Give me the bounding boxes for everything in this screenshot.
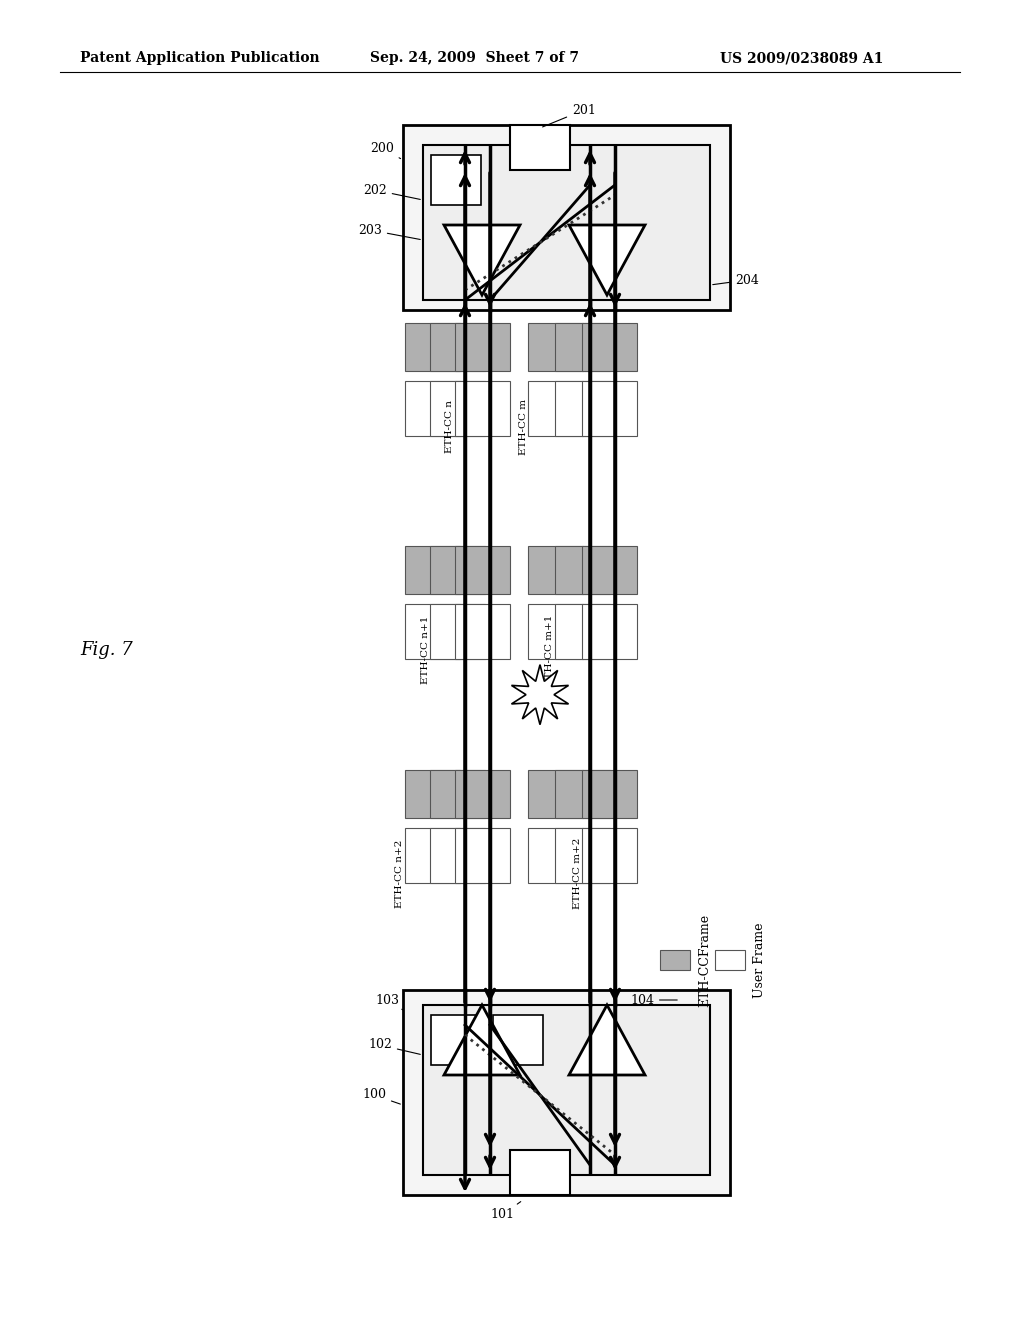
Bar	[430, 546, 485, 594]
Text: 204: 204	[713, 273, 759, 286]
Polygon shape	[569, 224, 645, 294]
Bar	[528, 381, 583, 436]
Bar	[455, 605, 510, 659]
Bar	[430, 828, 485, 883]
Text: User Frame: User Frame	[753, 923, 766, 998]
Bar	[528, 546, 583, 594]
Bar	[406, 828, 460, 883]
Bar	[555, 546, 610, 594]
Bar	[555, 323, 610, 371]
Polygon shape	[444, 1005, 520, 1074]
Bar	[406, 323, 460, 371]
Bar	[403, 125, 730, 310]
Bar	[582, 605, 637, 659]
Bar	[430, 770, 485, 817]
Bar	[555, 381, 610, 436]
Bar	[510, 1150, 570, 1195]
Text: 103: 103	[375, 994, 403, 1010]
Bar	[455, 828, 510, 883]
Bar	[528, 770, 583, 817]
Polygon shape	[511, 665, 568, 725]
Bar	[431, 154, 481, 205]
Text: ETH-CCFrame: ETH-CCFrame	[698, 913, 711, 1007]
Bar	[423, 145, 710, 300]
Bar	[528, 323, 583, 371]
Text: ETH-CC m+1: ETH-CC m+1	[546, 614, 555, 685]
Text: ETH-CC n: ETH-CC n	[445, 400, 455, 453]
Text: 200: 200	[370, 141, 400, 158]
Text: Fig. 7: Fig. 7	[80, 642, 133, 659]
Bar	[430, 381, 485, 436]
Bar	[582, 828, 637, 883]
Bar	[582, 770, 637, 817]
Bar	[455, 381, 510, 436]
Text: 101: 101	[490, 1201, 521, 1221]
Bar	[406, 770, 460, 817]
Text: ETH-CC n+1: ETH-CC n+1	[421, 616, 429, 684]
Bar	[528, 605, 583, 659]
Bar	[403, 990, 730, 1195]
Text: ETH-CC m+2: ETH-CC m+2	[572, 838, 582, 909]
Text: US 2009/0238089 A1: US 2009/0238089 A1	[720, 51, 884, 65]
Text: Patent Application Publication: Patent Application Publication	[80, 51, 319, 65]
Text: 202: 202	[362, 183, 420, 199]
Bar	[430, 605, 485, 659]
Text: ETH-CC n+2: ETH-CC n+2	[395, 840, 404, 908]
Bar	[582, 323, 637, 371]
Bar	[423, 1005, 710, 1175]
Text: ETH-CC m: ETH-CC m	[518, 399, 527, 454]
Text: 100: 100	[362, 1089, 400, 1104]
Bar	[455, 546, 510, 594]
Bar	[455, 770, 510, 817]
Text: 104: 104	[630, 994, 677, 1006]
Text: 203: 203	[358, 223, 420, 239]
Bar	[660, 950, 690, 970]
Text: 102: 102	[368, 1039, 420, 1055]
Bar	[455, 323, 510, 371]
Bar	[555, 605, 610, 659]
Bar	[715, 950, 745, 970]
Bar	[430, 323, 485, 371]
Bar	[431, 1015, 481, 1065]
Bar	[555, 770, 610, 817]
Bar	[528, 828, 583, 883]
Bar	[582, 381, 637, 436]
Bar	[510, 125, 570, 170]
Bar	[582, 546, 637, 594]
Polygon shape	[444, 224, 520, 294]
Bar	[555, 828, 610, 883]
Bar	[406, 381, 460, 436]
Bar	[406, 546, 460, 594]
Polygon shape	[569, 1005, 645, 1074]
Bar	[406, 605, 460, 659]
Text: 201: 201	[543, 103, 596, 127]
Bar	[493, 1015, 543, 1065]
Text: Sep. 24, 2009  Sheet 7 of 7: Sep. 24, 2009 Sheet 7 of 7	[370, 51, 579, 65]
